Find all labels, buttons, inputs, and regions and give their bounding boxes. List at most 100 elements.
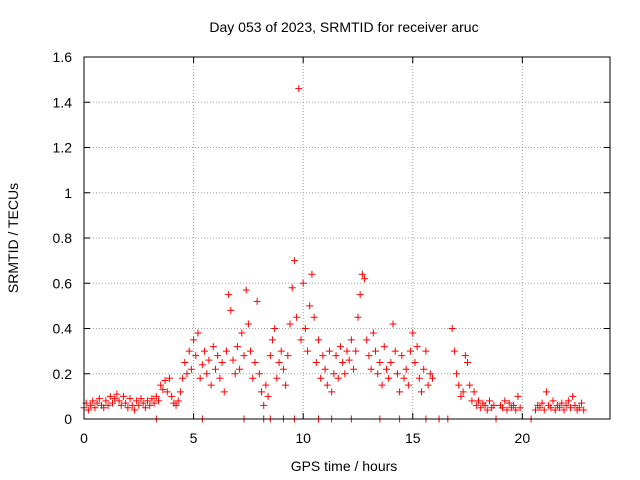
data-point <box>174 397 182 405</box>
y-tick-label: 1.4 <box>53 94 73 110</box>
data-point <box>238 329 246 337</box>
x-tick-label: 0 <box>80 430 88 446</box>
data-point <box>312 358 320 366</box>
data-point <box>205 356 213 364</box>
data-point <box>222 347 230 355</box>
data-point <box>516 404 524 412</box>
data-point <box>343 347 351 355</box>
data-point <box>389 320 397 328</box>
data-point <box>130 406 138 414</box>
data-point <box>172 401 180 409</box>
data-point <box>466 381 474 389</box>
data-point <box>558 399 566 407</box>
grid-lines <box>84 57 610 419</box>
data-point <box>244 320 252 328</box>
data-point <box>308 270 316 278</box>
data-point <box>345 356 353 364</box>
data-point <box>367 365 375 373</box>
data-point <box>290 257 298 265</box>
data-point <box>380 343 388 351</box>
data-point <box>139 399 147 407</box>
data-point <box>87 401 95 409</box>
data-point <box>376 358 384 366</box>
data-point <box>144 397 152 405</box>
data-point <box>575 404 583 412</box>
data-point <box>315 336 323 344</box>
y-axis-label: SRMTID / TECUs <box>5 183 21 293</box>
data-point <box>212 365 219 373</box>
data-point <box>117 401 125 409</box>
y-tick-label: 0.6 <box>53 275 73 291</box>
y-tick-label: 0.8 <box>53 230 73 246</box>
data-point <box>201 347 209 355</box>
data-point <box>483 406 491 414</box>
data-point <box>455 381 463 389</box>
data-point <box>556 404 564 412</box>
data-point <box>227 306 235 314</box>
data-point <box>490 401 498 409</box>
data-point <box>100 404 108 412</box>
data-point <box>371 347 379 355</box>
data-point <box>477 404 485 412</box>
data-point <box>560 406 568 414</box>
data-point <box>540 406 548 414</box>
data-point <box>181 358 189 366</box>
data-point <box>448 325 456 332</box>
data-point <box>194 329 202 337</box>
chart-title: Day 053 of 2023, SRMTID for receiver aru… <box>209 19 478 35</box>
data-point <box>295 85 303 93</box>
data-point <box>323 381 331 389</box>
data-point <box>317 374 325 382</box>
data-point <box>468 397 476 405</box>
y-tick-label: 0.4 <box>53 321 73 337</box>
data-point <box>128 401 136 409</box>
data-point <box>542 388 550 396</box>
data-point <box>503 406 511 414</box>
data-point <box>187 365 195 373</box>
data-point <box>242 286 250 294</box>
x-tick-label: 5 <box>190 430 198 446</box>
data-point <box>398 352 406 360</box>
data-point <box>459 388 467 396</box>
data-point <box>547 404 555 412</box>
data-point <box>450 347 458 355</box>
data-point <box>207 381 215 389</box>
data-point <box>192 352 200 360</box>
data-point <box>304 347 312 355</box>
data-point <box>411 358 419 366</box>
data-point <box>137 395 145 403</box>
data-point <box>141 404 149 412</box>
data-point <box>551 406 559 414</box>
data-point <box>453 370 461 378</box>
data-point <box>176 388 184 396</box>
data-point <box>350 365 358 373</box>
data-point <box>93 399 101 407</box>
data-point <box>262 381 270 389</box>
data-point <box>209 343 217 351</box>
data-point <box>472 401 480 409</box>
data-point <box>334 374 342 382</box>
data-point <box>562 401 570 409</box>
data-point <box>306 302 314 310</box>
data-point <box>150 399 158 407</box>
data-point <box>461 352 469 360</box>
data-point <box>512 406 520 414</box>
data-point <box>113 390 121 398</box>
data-point <box>231 370 239 378</box>
data-point <box>122 399 130 407</box>
data-point <box>418 388 426 396</box>
data-point <box>514 392 522 400</box>
data-point <box>293 313 301 321</box>
data-point <box>475 397 482 405</box>
data-point <box>236 365 244 373</box>
data-point <box>288 284 296 292</box>
data-point <box>251 358 259 366</box>
data-point <box>531 406 539 414</box>
data-point <box>277 347 285 355</box>
data-point <box>385 374 393 382</box>
data-point <box>258 388 266 396</box>
y-tick-label: 0 <box>64 411 72 427</box>
data-point <box>271 325 279 332</box>
data-point <box>216 374 224 382</box>
